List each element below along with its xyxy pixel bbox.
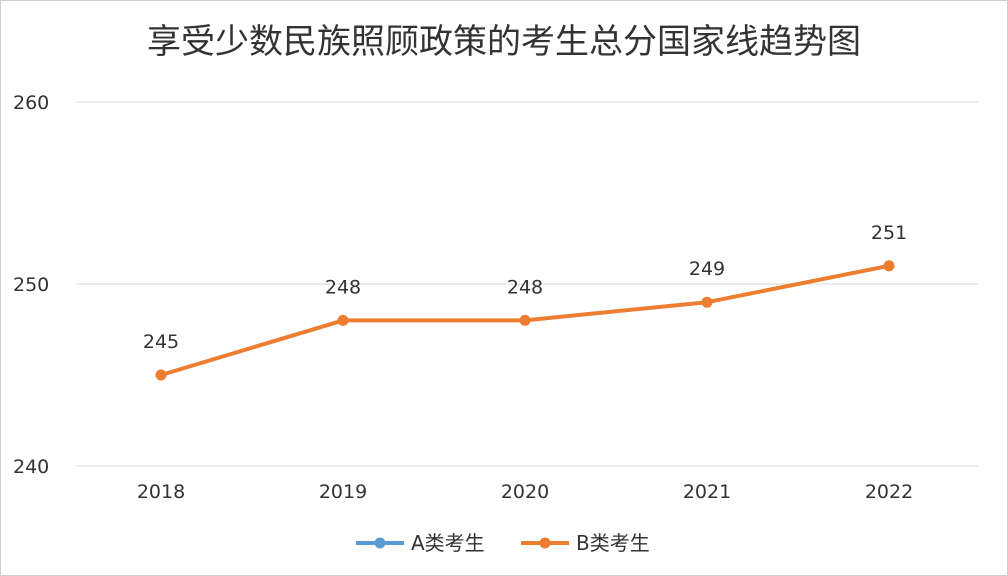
y-tick-label: 260 [13, 92, 49, 114]
legend-swatch-marker [374, 537, 386, 549]
data-point [883, 260, 895, 272]
data-point [519, 314, 531, 326]
x-tick-label: 2020 [501, 481, 549, 503]
data-label: 245 [143, 331, 179, 353]
x-tick-label: 2022 [865, 481, 913, 503]
y-tick-label: 250 [13, 274, 49, 296]
series-lines [155, 260, 895, 381]
y-axis-ticks: 240 250 260 [13, 92, 49, 478]
data-label: 248 [325, 276, 361, 298]
data-point [337, 314, 349, 326]
data-label: 251 [871, 222, 907, 244]
data-point [155, 369, 167, 381]
x-tick-label: 2019 [319, 481, 367, 503]
chart-title: 享受少数民族照顾政策的考生总分国家线趋势图 [147, 22, 861, 62]
data-labels: 245 248 248 249 251 [143, 222, 907, 353]
data-label: 248 [507, 276, 543, 298]
legend-label: B类考生 [576, 531, 650, 555]
gridlines [76, 101, 978, 467]
y-tick-label: 240 [13, 456, 49, 478]
legend-label: A类考生 [411, 531, 485, 555]
legend: A类考生 B类考生 [356, 531, 650, 555]
x-tick-label: 2021 [683, 481, 731, 503]
x-tick-label: 2018 [137, 481, 185, 503]
data-point [701, 296, 713, 308]
data-label: 249 [689, 258, 725, 280]
x-axis-ticks: 2018 2019 2020 2021 2022 [137, 481, 913, 503]
legend-swatch-marker [539, 537, 551, 549]
